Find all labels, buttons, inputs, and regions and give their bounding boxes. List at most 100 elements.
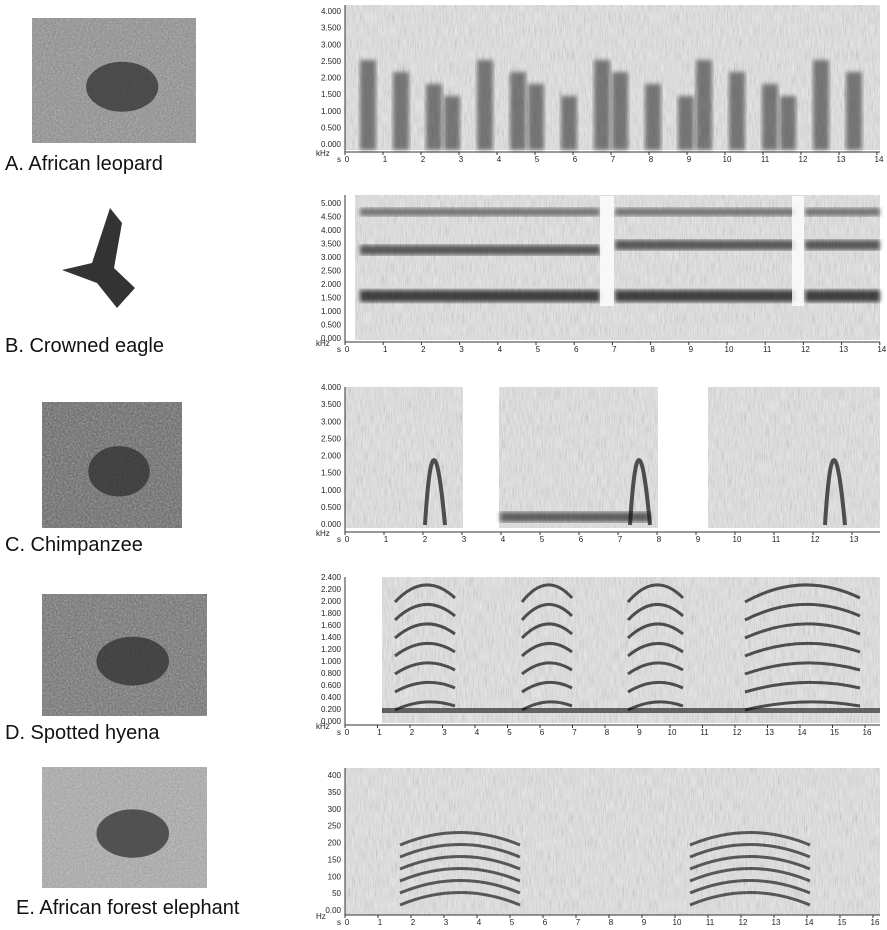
x-tick-label: 6 [573, 155, 578, 164]
y-tick-label: 0.000 [321, 140, 342, 149]
y-tick-label: 2.400 [321, 573, 342, 582]
sound-energy [393, 72, 409, 150]
y-tick-label: 1.000 [321, 107, 342, 116]
y-tick-label: 2.000 [321, 280, 342, 289]
x-tick-label: 9 [687, 155, 692, 164]
x-tick-label: 10 [725, 345, 734, 354]
y-tick-label: 4.000 [321, 7, 342, 16]
y-tick-label: 3.500 [321, 24, 342, 33]
x-tick-label: 5 [540, 535, 545, 544]
x-tick-label: 8 [649, 155, 654, 164]
sound-energy [594, 60, 610, 150]
panel-label: B. Crowned eagle [5, 335, 164, 357]
panel: E. African forest elephant40035030025020… [16, 767, 880, 927]
harmonic-band [360, 208, 600, 216]
x-unit: s [337, 728, 341, 737]
sound-energy [528, 84, 544, 150]
y-tick-label: 3.000 [321, 253, 342, 262]
x-tick-label: 11 [772, 535, 781, 544]
x-tick-label: 0 [345, 345, 350, 354]
x-tick-label: 5 [536, 345, 541, 354]
x-tick-label: 4 [501, 535, 506, 544]
y-tick-label: 1.500 [321, 294, 342, 303]
y-tick-label: 4.500 [321, 213, 342, 222]
x-tick-label: 6 [540, 728, 545, 737]
x-tick-label: 12 [811, 535, 820, 544]
y-tick-label: 1.400 [321, 633, 342, 642]
x-tick-label: 14 [877, 345, 886, 354]
base-band [382, 708, 880, 713]
sound-energy [360, 60, 376, 150]
x-tick-label: 13 [772, 918, 781, 927]
y-tick-label: 3.500 [321, 240, 342, 249]
x-tick-label: 3 [462, 535, 467, 544]
x-tick-label: 9 [696, 535, 701, 544]
y-tick-label: 200 [328, 839, 342, 848]
x-tick-label: 7 [611, 155, 616, 164]
y-tick-label: 2.200 [321, 585, 342, 594]
x-tick-label: 0 [345, 155, 350, 164]
x-tick-label: 1 [378, 918, 383, 927]
x-tick-label: 11 [700, 728, 709, 737]
x-tick-label: 16 [863, 728, 872, 737]
gap [600, 196, 614, 306]
sound-energy [510, 72, 526, 150]
x-tick-label: 8 [605, 728, 610, 737]
x-tick-label: 7 [612, 345, 617, 354]
sound-energy [762, 84, 778, 150]
x-tick-label: 7 [572, 728, 577, 737]
x-tick-label: 2 [423, 535, 428, 544]
gap [463, 386, 499, 529]
y-tick-label: 1.500 [321, 469, 342, 478]
x-tick-label: 10 [673, 918, 682, 927]
y-tick-label: 4.000 [321, 226, 342, 235]
x-tick-label: 5 [507, 728, 512, 737]
x-tick-label: 9 [637, 728, 642, 737]
low-band [500, 512, 650, 522]
x-tick-label: 13 [839, 345, 848, 354]
sound-energy [612, 72, 628, 150]
x-tick-label: 10 [733, 535, 742, 544]
x-tick-label: 3 [459, 155, 464, 164]
gap [792, 196, 804, 306]
x-tick-label: 1 [377, 728, 382, 737]
x-tick-label: 1 [384, 535, 389, 544]
y-tick-label: 1.200 [321, 645, 342, 654]
y-tick-label: 2.500 [321, 434, 342, 443]
x-tick-label: 9 [642, 918, 647, 927]
y-tick-label: 1.600 [321, 621, 342, 630]
x-tick-label: 14 [798, 728, 807, 737]
sound-energy [729, 72, 745, 150]
gap [658, 386, 708, 529]
harmonic-band [615, 240, 795, 250]
y-tick-label: 0.600 [321, 681, 342, 690]
y-tick-label: 4.000 [321, 383, 342, 392]
x-unit: s [337, 345, 341, 354]
y-tick-label: 2.500 [321, 57, 342, 66]
y-tick-label: 2.500 [321, 267, 342, 276]
panel-label: E. African forest elephant [16, 897, 240, 919]
x-tick-label: 11 [761, 155, 770, 164]
x-tick-label: 13 [765, 728, 774, 737]
figure: A. African leopard4.0003.5003.0002.5002.… [0, 0, 887, 930]
y-tick-label: 0.500 [321, 503, 342, 512]
x-tick-label: 8 [657, 535, 662, 544]
y-unit: kHz [316, 722, 330, 731]
y-unit: kHz [316, 339, 330, 348]
sound-energy [696, 60, 712, 150]
y-tick-label: 0.500 [321, 321, 342, 330]
x-tick-label: 10 [723, 155, 732, 164]
x-tick-label: 14 [805, 918, 814, 927]
animal-shape [96, 809, 169, 857]
x-tick-label: 6 [574, 345, 579, 354]
x-tick-label: 4 [498, 345, 503, 354]
x-tick-label: 5 [510, 918, 515, 927]
x-tick-label: 16 [871, 918, 880, 927]
panel: D. Spotted hyena2.4002.2002.0001.8001.60… [5, 573, 880, 744]
x-tick-label: 3 [459, 345, 464, 354]
y-unit: kHz [316, 149, 330, 158]
y-tick-label: 0.500 [321, 123, 342, 132]
y-tick-label: 2.000 [321, 597, 342, 606]
panel-label: D. Spotted hyena [5, 722, 160, 744]
x-tick-label: 13 [837, 155, 846, 164]
